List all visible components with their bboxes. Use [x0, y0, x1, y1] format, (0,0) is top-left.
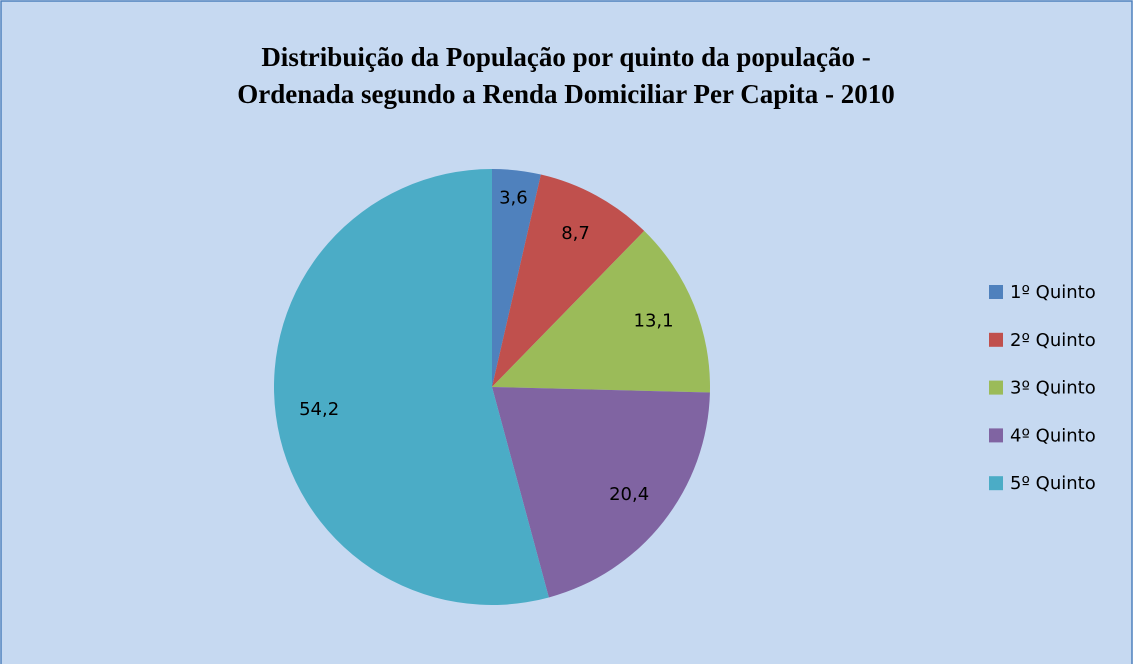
- data-label: 13,1: [634, 310, 674, 331]
- pie-slice: [492, 387, 710, 598]
- legend-swatch: [989, 285, 1003, 299]
- pie-slice: [492, 174, 645, 387]
- pie-slice: [492, 230, 710, 393]
- data-label: 54,2: [299, 399, 339, 420]
- data-label: 8,7: [561, 223, 590, 244]
- legend-swatch: [989, 428, 1003, 443]
- legend-label: 3º Quinto: [1010, 378, 1096, 399]
- legend-label: 2º Quinto: [1010, 330, 1096, 351]
- legend-swatch: [989, 476, 1003, 491]
- legend-swatch: [989, 332, 1003, 347]
- legend-label: 4º Quinto: [1010, 425, 1096, 446]
- data-label: 3,6: [499, 188, 528, 209]
- chart-title: Distribuição da População por quinto da …: [237, 42, 895, 109]
- pie-slice: [492, 169, 541, 387]
- legend-label: 5º Quinto: [1010, 473, 1096, 494]
- legend-label: 1º Quinto: [1010, 282, 1096, 303]
- data-label: 20,4: [609, 484, 649, 505]
- legend-swatch: [989, 380, 1003, 395]
- pie-slice: [273, 169, 549, 605]
